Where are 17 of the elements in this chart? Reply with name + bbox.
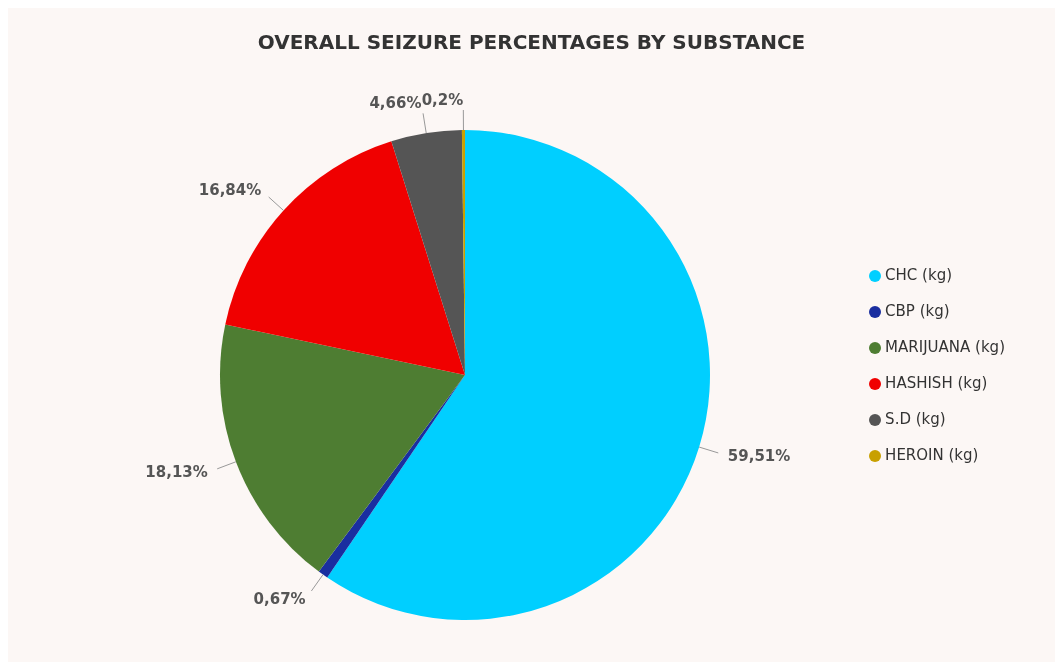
legend-label: CBP (kg) bbox=[885, 302, 950, 320]
data-label: 16,84% bbox=[198, 181, 262, 200]
pie-slice bbox=[327, 130, 710, 620]
data-label: 59,51% bbox=[727, 446, 791, 465]
legend-label: S.D (kg) bbox=[885, 410, 946, 428]
pie-slice bbox=[220, 324, 465, 572]
pie-slice bbox=[318, 375, 465, 578]
legend-label: CHC (kg) bbox=[885, 266, 953, 284]
legend-label: HEROIN (kg) bbox=[885, 446, 979, 464]
data-label: 0,67% bbox=[253, 590, 306, 609]
pie-slice bbox=[391, 130, 465, 375]
data-label: 0,2% bbox=[421, 91, 464, 110]
legend-label: MARIJUANA (kg) bbox=[885, 338, 1005, 356]
chart-title: OVERALL SEIZURE PERCENTAGES BY SUBSTANCE bbox=[256, 29, 807, 56]
data-label: 4,66% bbox=[369, 94, 422, 113]
legend-label: HASHISH (kg) bbox=[885, 374, 988, 392]
data-label: 18,13% bbox=[145, 463, 208, 482]
